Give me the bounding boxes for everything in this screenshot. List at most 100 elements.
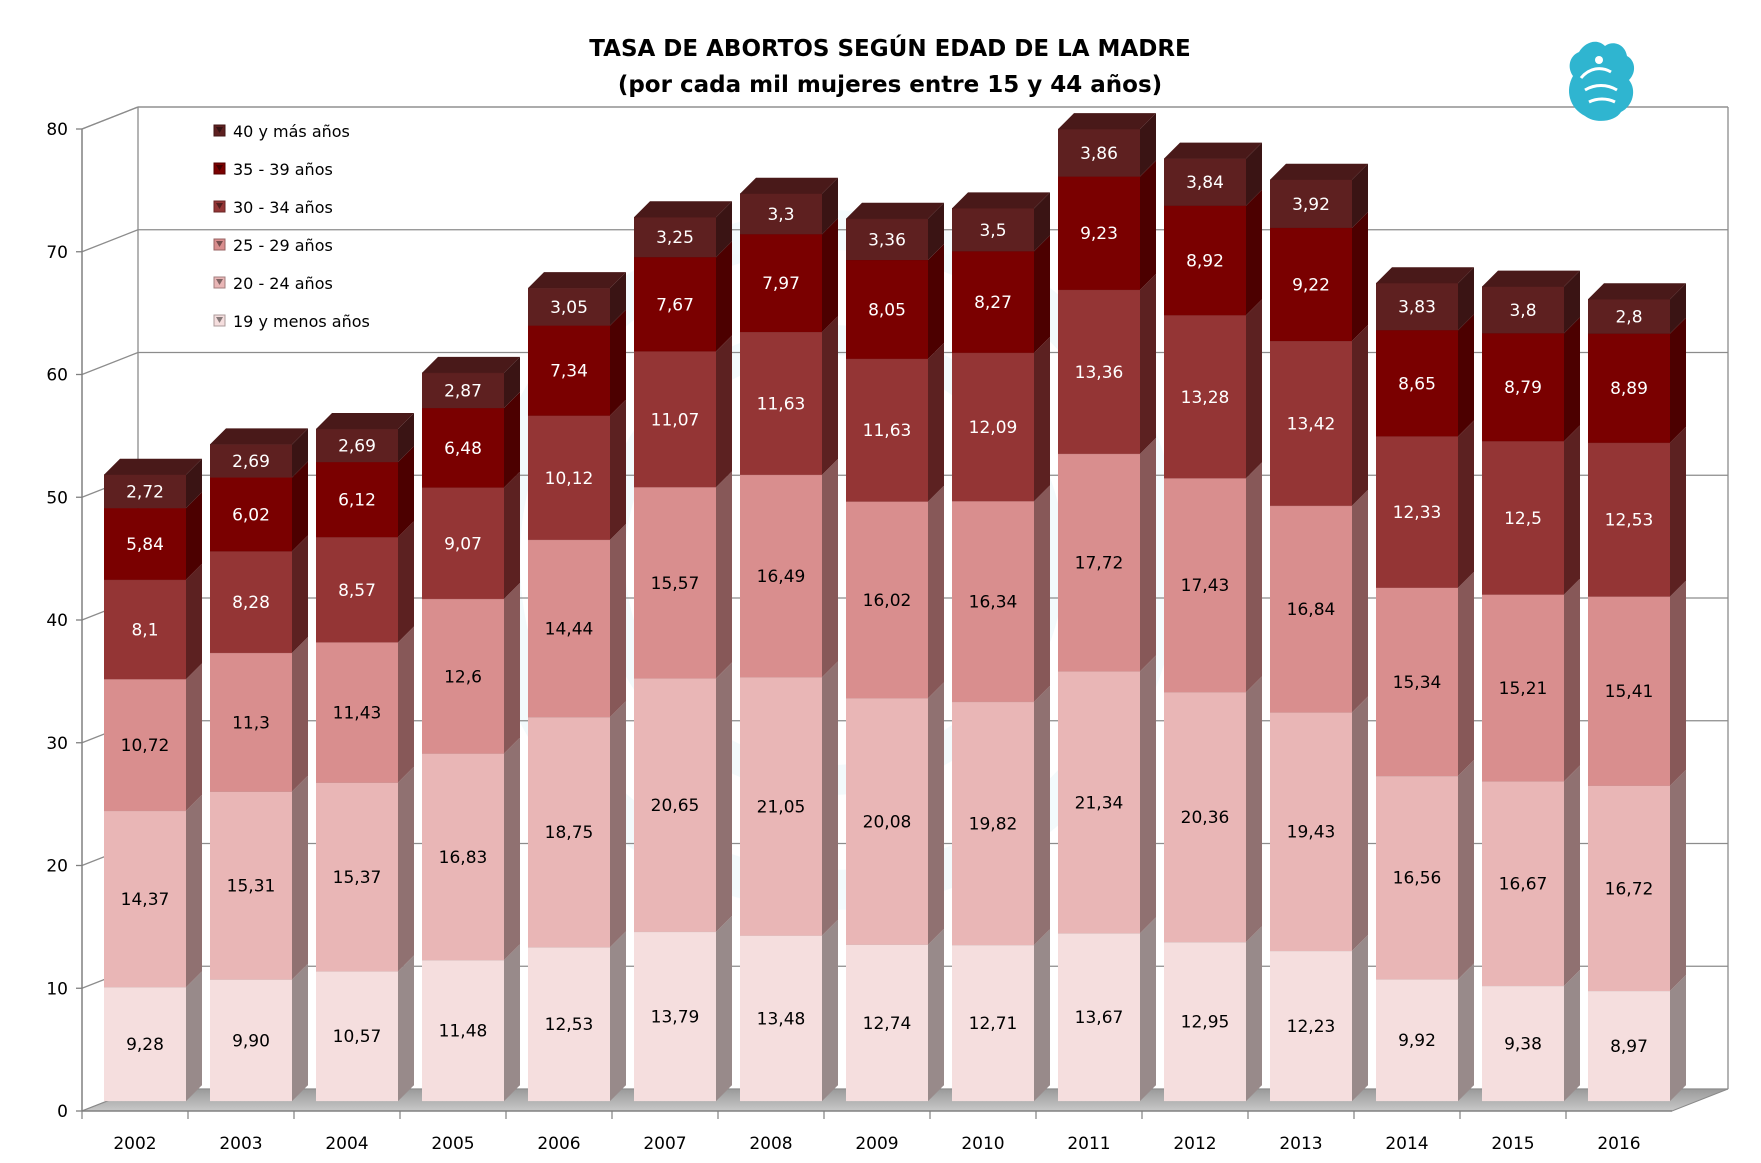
bar-segment-side xyxy=(1140,160,1156,290)
bar-segment xyxy=(1482,781,1564,986)
data-label: 15,34 xyxy=(1393,673,1442,693)
bar-stack: 13,67 21,34 17,72 13,36 9,23 3,86 xyxy=(1058,113,1156,1102)
data-label: 3,36 xyxy=(868,230,906,250)
bar-segment-side xyxy=(292,535,308,653)
bar-segment xyxy=(1376,283,1458,331)
data-label: 13,36 xyxy=(1075,363,1124,383)
bar-segment-side xyxy=(186,458,202,509)
bar-top-face xyxy=(104,458,202,475)
data-label: 6,02 xyxy=(232,505,270,525)
x-tick-label: 2002 xyxy=(113,1134,156,1154)
bar-segment xyxy=(1588,333,1670,443)
bar-segment-side xyxy=(928,244,944,359)
bar-segment-side xyxy=(610,399,626,540)
bar-segment-side xyxy=(1670,580,1686,786)
data-label: 9,90 xyxy=(232,1031,270,1051)
data-label: 7,67 xyxy=(656,295,694,315)
bar-segment-side xyxy=(1140,437,1156,672)
bar-segment-side xyxy=(1564,765,1580,986)
bar-segment-side xyxy=(504,356,520,409)
bar-segment-side xyxy=(716,662,732,932)
legend-marker-shade xyxy=(216,241,223,247)
x-tick-label: 2007 xyxy=(643,1134,686,1154)
bar-segment-side xyxy=(1246,142,1262,206)
data-label: 3,84 xyxy=(1186,173,1224,193)
bar-segment-side xyxy=(1458,420,1474,588)
bar-segment-side xyxy=(1458,760,1474,980)
bar-segment-side xyxy=(186,563,202,680)
bar-segment xyxy=(846,944,928,1102)
y-tick-label: 20 xyxy=(46,857,68,877)
data-label: 16,49 xyxy=(757,567,806,587)
data-label: 7,97 xyxy=(762,274,800,294)
bar-segment-side xyxy=(716,471,732,679)
x-tick-label: 2008 xyxy=(749,1134,792,1154)
legend-item: 19 y menos años xyxy=(213,312,370,331)
bar-segment-side xyxy=(1564,969,1580,1102)
griffin-logo-icon xyxy=(1569,41,1635,121)
x-tick-label: 2010 xyxy=(961,1134,1004,1154)
x-tick-label: 2015 xyxy=(1491,1134,1534,1154)
x-tick-label: 2011 xyxy=(1067,1134,1110,1154)
bar-top-face xyxy=(740,177,838,194)
bar-segment xyxy=(1270,950,1352,1102)
bar-segment xyxy=(528,717,610,948)
data-label: 7,34 xyxy=(550,362,588,382)
bar-segment xyxy=(952,501,1034,702)
data-label: 12,95 xyxy=(1181,1013,1230,1033)
bar-segment xyxy=(210,791,292,980)
bar-segment-side xyxy=(1670,317,1686,443)
bar-top-face xyxy=(1164,142,1262,159)
bar-segment xyxy=(1588,596,1670,786)
data-label: 16,56 xyxy=(1393,869,1442,889)
bar-segment-side xyxy=(1670,974,1686,1102)
data-label: 12,53 xyxy=(1605,511,1654,531)
bar-segment-side xyxy=(822,919,838,1102)
bar-segment-side xyxy=(398,626,414,783)
data-label: 21,05 xyxy=(757,797,806,817)
bar-segment-side xyxy=(610,309,626,416)
x-tick-label: 2005 xyxy=(431,1134,474,1154)
bar-segment xyxy=(528,325,610,416)
legend-label: 20 - 24 años xyxy=(233,274,333,293)
bar-segment xyxy=(528,947,610,1102)
legend-label: 25 - 29 años xyxy=(233,236,333,255)
bar-segment xyxy=(422,960,504,1102)
data-label: 12,5 xyxy=(1504,509,1542,529)
bar-segment xyxy=(316,462,398,538)
bar-segment xyxy=(740,332,822,475)
data-label: 6,48 xyxy=(444,439,482,459)
bars-group: 9,28 14,37 10,72 8,1 5,84 2,72 9,90 15,31 11,3 8,… xyxy=(104,113,1686,1102)
bar-segment-side xyxy=(1352,696,1368,951)
data-label: 15,37 xyxy=(333,868,382,888)
bar-segment xyxy=(634,257,716,352)
data-label: 19,82 xyxy=(969,814,1018,834)
bar-segment xyxy=(952,352,1034,502)
bar-segment-side xyxy=(610,701,626,948)
bar-segment-side xyxy=(928,485,944,699)
data-label: 5,84 xyxy=(126,535,164,555)
bar-stack: 9,38 16,67 15,21 12,5 8,79 3,8 xyxy=(1482,270,1580,1102)
bar-segment xyxy=(740,677,822,936)
data-label: 21,34 xyxy=(1075,793,1124,813)
bar-segment-side xyxy=(822,218,838,333)
bar-segment xyxy=(1164,205,1246,316)
data-label: 11,3 xyxy=(232,713,270,733)
bar-segment xyxy=(316,642,398,783)
bar-segment xyxy=(104,810,186,988)
bar-segment xyxy=(740,935,822,1102)
bar-stack: 12,53 18,75 14,44 10,12 7,34 3,05 xyxy=(528,272,626,1102)
x-tick-label: 2006 xyxy=(537,1134,580,1154)
data-label: 12,74 xyxy=(863,1014,912,1034)
legend-label: 35 - 39 años xyxy=(233,160,333,179)
bar-segment-side xyxy=(292,775,308,980)
legend-label: 40 y más años xyxy=(233,122,350,141)
bar-segment xyxy=(740,193,822,235)
bar-segment-side xyxy=(504,944,520,1102)
bar-segment xyxy=(1376,776,1458,980)
legend: 40 y más años 35 - 39 años 30 - 34 años 25 … xyxy=(213,122,370,331)
bar-top-face xyxy=(846,202,944,219)
bar-segment xyxy=(1058,176,1140,290)
bar-stack: 13,79 20,65 15,57 11,07 7,67 3,25 xyxy=(634,201,732,1102)
y-tick-label: 10 xyxy=(46,979,68,999)
